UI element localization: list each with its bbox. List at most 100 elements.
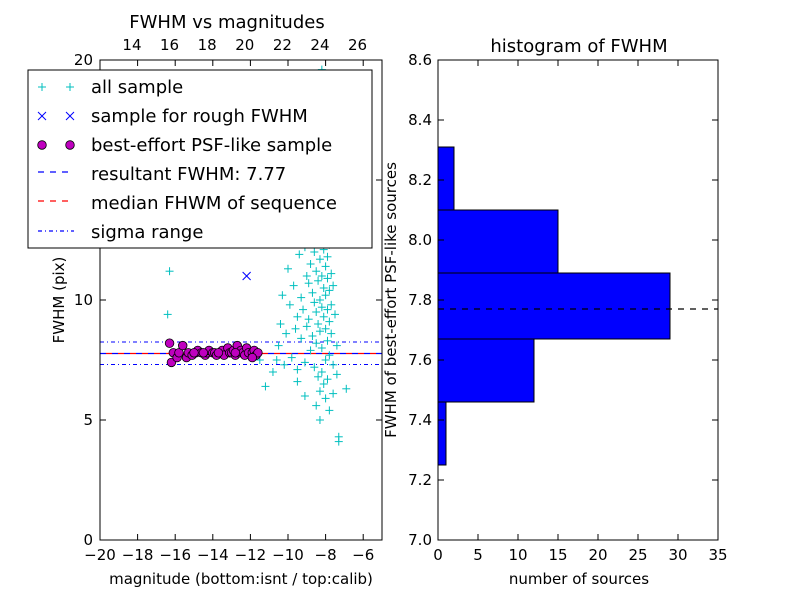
scatter-point-psf-sample — [247, 352, 257, 363]
legend-entry-median-fwhm: median FHWM of sequence — [38, 193, 337, 214]
y-tick-label: 7.0 — [408, 531, 432, 549]
right-y-axis-label: FWHM of best-effort PSF-like sources — [382, 162, 400, 438]
scatter-point-all-sample — [325, 351, 334, 360]
x-tick-label: 0 — [433, 546, 443, 564]
legend-plus-a — [38, 83, 46, 91]
scatter-point-all-sample — [282, 329, 291, 338]
scatter-point-all-sample — [317, 272, 326, 280]
histogram-bar — [437, 146, 455, 211]
scatter-point-all-sample — [329, 281, 338, 290]
right-chart-title: histogram of FWHM — [490, 36, 667, 57]
y-tick-label: 8.2 — [408, 171, 432, 189]
histogram-bar — [437, 401, 447, 466]
right-y-ticks: 7.0 7.2 7.4 7.6 7.8 8.0 8.2 8.4 8.6 — [408, 51, 718, 549]
histogram-bar — [437, 272, 671, 340]
scatter-point-all-sample — [268, 368, 277, 376]
legend-marker-circle — [37, 140, 75, 150]
x-tick-label: −12 — [235, 546, 267, 564]
scatter-point-all-sample — [300, 392, 309, 400]
legend-circle-a — [37, 140, 47, 150]
scatter-point-all-sample — [276, 320, 285, 328]
scatter-point-all-sample — [302, 272, 311, 280]
scatter-point-all-sample — [312, 401, 321, 410]
scatter-point-all-sample — [315, 327, 324, 336]
scatter-point-psf-sample — [178, 340, 188, 351]
scatter-point-all-sample — [331, 310, 339, 319]
top-tick-label: 26 — [348, 36, 367, 54]
scatter-point-all-sample — [314, 372, 323, 381]
scatter-point-all-sample — [310, 363, 319, 372]
scatter-point-psf-sample — [189, 348, 199, 358]
scatter-point-all-sample — [323, 375, 332, 384]
scatter-point-all-sample — [312, 267, 321, 276]
y-tick-label: 10 — [74, 291, 93, 309]
scatter-point-all-sample — [295, 250, 304, 259]
scatter-point-all-sample — [163, 310, 172, 319]
scatter-point-all-sample — [306, 346, 315, 355]
y-tick-label: 8.4 — [408, 111, 432, 129]
scatter-point-all-sample — [272, 356, 281, 364]
scatter-point-all-sample — [297, 293, 306, 302]
scatter-point-all-sample — [315, 387, 324, 396]
scatter-point-all-sample — [278, 291, 287, 300]
scatter-point-all-sample — [321, 262, 330, 271]
legend-label: sample for rough FWHM — [91, 106, 308, 127]
y-tick-label: 0 — [83, 531, 93, 549]
x-tick-label: −20 — [84, 546, 116, 564]
x-tick-label: −14 — [197, 546, 229, 564]
scatter-point-all-sample — [323, 274, 332, 283]
scatter-point-all-sample — [317, 303, 326, 312]
y-tick-label: 7.2 — [408, 471, 432, 489]
legend-label: all sample — [91, 77, 183, 98]
legend-marker-x — [37, 111, 75, 121]
scatter-point-all-sample — [317, 368, 326, 376]
left-x-axis-label: magnitude (bottom:isnt / top:calib) — [109, 570, 373, 588]
scatter-point-all-sample — [280, 360, 289, 369]
legend: all sample sample for rough FWHM best-ef… — [27, 69, 373, 249]
scatter-point-all-sample — [321, 291, 330, 300]
scatter-point-all-sample — [261, 382, 270, 391]
scatter-point-all-sample — [323, 336, 332, 345]
scatter-point-psf-sample — [213, 348, 224, 358]
legend-circle-b — [65, 140, 75, 150]
scatter-point-all-sample — [329, 389, 338, 398]
left-top-ticks: 14 16 18 20 22 24 26 — [122, 36, 367, 54]
x-b — [37, 111, 47, 121]
scatter-point-all-sample — [327, 300, 336, 309]
scatter-point-all-sample — [334, 437, 343, 446]
scatter-point-all-sample — [287, 353, 296, 362]
legend-box — [27, 69, 373, 249]
scatter-point-all-sample — [310, 298, 319, 307]
legend-plus-b — [66, 83, 74, 91]
x-tick-label: −6 — [352, 546, 374, 564]
scatter-point-all-sample — [312, 308, 321, 316]
x-tick-label: −10 — [272, 546, 304, 564]
scatter-point-all-sample — [319, 284, 328, 292]
scatter-point-all-sample — [165, 267, 174, 276]
scatter-point-all-sample — [317, 344, 326, 352]
scatter-point-all-sample — [306, 260, 315, 268]
scatter-point-all-sample — [325, 286, 334, 295]
scatter-point-all-sample — [319, 312, 328, 321]
scatter-point-all-sample — [314, 276, 323, 285]
top-tick-label: 24 — [310, 36, 329, 54]
scatter-point-psf-sample — [164, 338, 175, 348]
scatter-point-all-sample — [321, 356, 330, 364]
scatter-point-all-sample — [297, 334, 306, 343]
scatter-point-all-sample — [327, 269, 336, 278]
scatter-point-rough-sample — [242, 271, 251, 281]
scatter-point-all-sample — [304, 279, 313, 288]
legend-marker-plus — [38, 83, 74, 91]
scatter-point-all-sample — [323, 305, 332, 314]
scatter-point-all-sample — [274, 341, 283, 350]
scatter-point-all-sample — [323, 252, 332, 261]
scatter-point-all-sample — [327, 329, 336, 338]
scatter-point-all-sample — [329, 360, 338, 369]
scatter-point-all-sample — [302, 322, 311, 331]
x-tick-label: 10 — [508, 546, 527, 564]
scatter-point-all-sample — [325, 317, 334, 326]
scatter-point-all-sample — [315, 416, 324, 424]
scatter-point-all-sample — [293, 312, 302, 321]
scatter-point-all-sample — [315, 255, 324, 264]
